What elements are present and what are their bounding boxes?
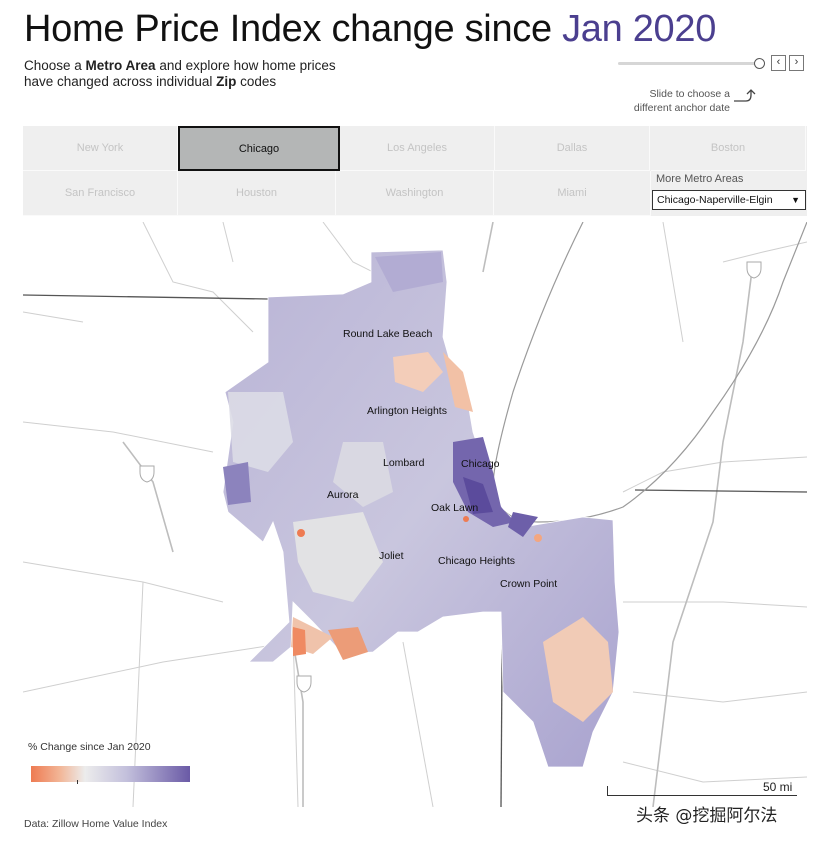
subtitle-metro-emphasis: Metro Area bbox=[85, 58, 156, 73]
metro-button-miami[interactable]: Miami bbox=[494, 171, 651, 216]
metro-button-washington[interactable]: Washington bbox=[336, 171, 494, 216]
slider-hint: Slide to choose a different anchor date bbox=[600, 87, 730, 115]
watermark: 头条 @挖掘阿尔法 bbox=[636, 806, 778, 826]
data-source: Data: Zillow Home Value Index bbox=[24, 818, 168, 830]
city-label-arlington-heights: Arlington Heights bbox=[367, 405, 447, 417]
scale-bar bbox=[607, 795, 797, 796]
next-date-button[interactable]: › bbox=[789, 55, 804, 71]
more-metro-areas-label: More Metro Areas bbox=[656, 173, 744, 185]
metro-selector: New York Chicago Los Angeles Dallas Bost… bbox=[23, 126, 807, 216]
subtitle-zip-emphasis: Zip bbox=[216, 74, 237, 89]
city-label-lombard: Lombard bbox=[383, 457, 425, 469]
subtitle: Choose a Metro Area and explore how home… bbox=[24, 58, 444, 90]
slider-hint-line: different anchor date bbox=[633, 102, 730, 114]
slider-hint-line: Slide to choose a bbox=[649, 88, 730, 100]
metro-area-dropdown-value: Chicago-Naperville-Elgin bbox=[657, 194, 773, 206]
metro-button-los-angeles[interactable]: Los Angeles bbox=[340, 126, 495, 171]
map-canvas[interactable]: Round Lake Beach Arlington Heights Lomba… bbox=[23, 222, 807, 807]
city-label-chicago-heights: Chicago Heights bbox=[438, 555, 515, 567]
legend-title: % Change since Jan 2020 bbox=[28, 741, 151, 753]
highways bbox=[122, 222, 754, 807]
subtitle-text: have changed across individual bbox=[24, 74, 217, 89]
title-main: Home Price Index change since bbox=[24, 8, 563, 50]
metro-button-san-francisco[interactable]: San Francisco bbox=[23, 171, 178, 216]
lake-michigan-shoreline bbox=[492, 222, 807, 523]
scale-bar-left-cap bbox=[607, 786, 608, 796]
curved-arrow-icon bbox=[734, 89, 756, 102]
city-label-round-lake-beach: Round Lake Beach bbox=[343, 328, 432, 340]
legend-zero-tick bbox=[77, 780, 78, 784]
page-title: Home Price Index change since Jan 2020 bbox=[24, 8, 716, 51]
city-label-aurora: Aurora bbox=[327, 489, 359, 501]
metro-button-dallas[interactable]: Dallas bbox=[495, 126, 650, 171]
metro-button-houston[interactable]: Houston bbox=[178, 171, 336, 216]
zip-code-map[interactable]: Round Lake Beach Arlington Heights Lomba… bbox=[23, 222, 807, 807]
anchor-date-slider-track[interactable] bbox=[618, 62, 756, 65]
scale-bar-label: 50 mi bbox=[763, 780, 793, 794]
interstate-shield-icon bbox=[139, 261, 762, 693]
metro-button-chicago[interactable]: Chicago bbox=[178, 126, 340, 171]
metro-area-dropdown[interactable]: Chicago-Naperville-Elgin ▼ bbox=[652, 190, 806, 210]
previous-date-button[interactable]: ‹ bbox=[771, 55, 786, 71]
subtitle-text: and explore how home prices bbox=[155, 58, 336, 73]
city-label-chicago: Chicago bbox=[461, 458, 500, 470]
subtitle-text: codes bbox=[236, 74, 277, 89]
city-label-oak-lawn: Oak Lawn bbox=[431, 502, 478, 514]
metro-button-boston[interactable]: Boston bbox=[651, 126, 806, 171]
legend-color-ramp bbox=[31, 766, 190, 782]
chevron-down-icon: ▼ bbox=[791, 195, 800, 205]
subtitle-text: Choose a bbox=[24, 58, 86, 73]
metro-region[interactable] bbox=[222, 249, 620, 768]
anchor-date-slider-handle[interactable] bbox=[754, 58, 765, 69]
city-label-joliet: Joliet bbox=[379, 550, 404, 562]
title-anchor-date: Jan 2020 bbox=[562, 8, 717, 50]
metro-button-new-york[interactable]: New York bbox=[23, 126, 178, 171]
city-label-crown-point: Crown Point bbox=[500, 578, 557, 590]
